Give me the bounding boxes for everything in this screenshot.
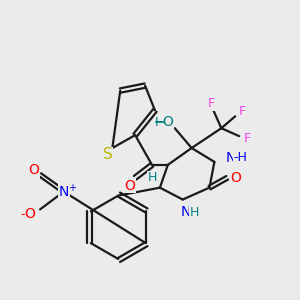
Text: O: O <box>125 179 136 193</box>
Text: F: F <box>238 105 246 118</box>
Text: O: O <box>230 171 241 185</box>
Text: F: F <box>208 97 215 110</box>
Text: S: S <box>103 148 112 163</box>
Text: H: H <box>155 116 165 129</box>
Text: O: O <box>162 115 173 129</box>
Text: F: F <box>244 132 251 145</box>
Text: H: H <box>147 171 157 184</box>
Text: N: N <box>226 151 236 165</box>
Text: O: O <box>28 163 40 177</box>
Text: -H: -H <box>233 152 247 164</box>
Text: N: N <box>181 206 191 219</box>
Text: -: - <box>20 208 24 221</box>
Text: O: O <box>25 207 36 221</box>
Text: N: N <box>58 184 69 199</box>
Text: H: H <box>190 206 199 219</box>
Text: +: + <box>68 183 76 193</box>
